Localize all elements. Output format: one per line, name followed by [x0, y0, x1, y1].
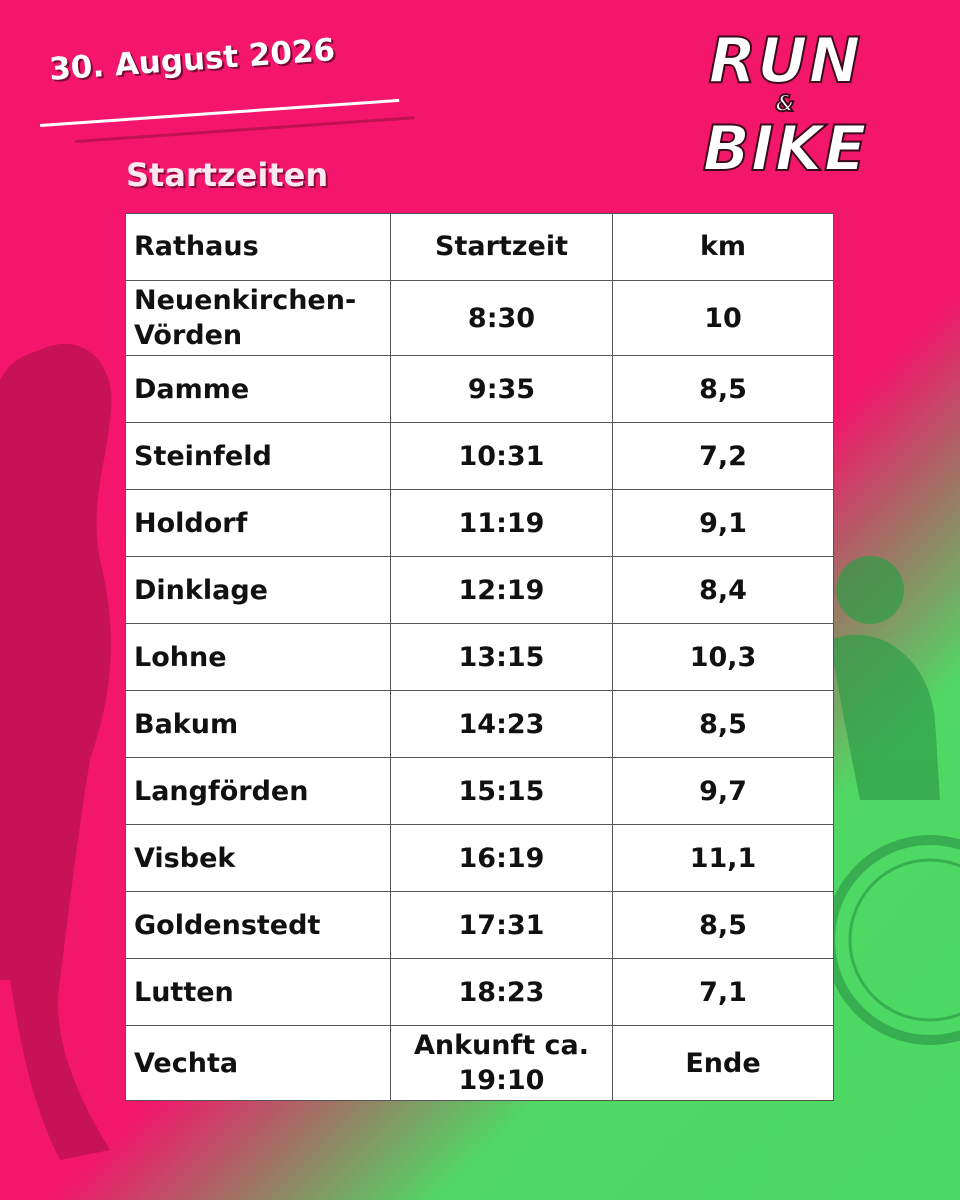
cell-text: Bakum — [134, 708, 239, 740]
table-cell: 11,1 — [612, 824, 834, 893]
table-cell: Damme — [125, 355, 391, 424]
logo: RUN & BIKE — [670, 24, 900, 185]
cell-text: 9:35 — [467, 373, 536, 405]
cell-text: 8,4 — [699, 574, 747, 606]
table-cell: 18:23 — [390, 958, 613, 1027]
cell-text: 15:15 — [458, 775, 545, 807]
cell-text: 11,1 — [689, 842, 757, 874]
table-cell: Steinfeld — [125, 422, 391, 491]
table-cell: 10 — [612, 279, 834, 357]
cell-text: Holdorf — [134, 507, 248, 539]
cell-text: Startzeit — [435, 231, 568, 263]
cell-text: Goldenstedt — [134, 909, 321, 941]
cell-text: 8,5 — [699, 708, 747, 740]
table-cell: 9:35 — [390, 355, 613, 424]
table-row: Visbek 16:19 11,1 — [125, 824, 834, 893]
table-cell: Langförden — [125, 757, 391, 826]
table-row: Lohne 13:15 10,3 — [125, 623, 834, 692]
table-cell: 9,7 — [612, 757, 834, 826]
logo-run: RUN — [708, 24, 862, 97]
cell-text: 8,5 — [699, 909, 747, 941]
table-cell: 10:31 — [390, 422, 613, 491]
table-cell: 14:23 — [390, 690, 613, 759]
header-row: Rathaus Startzeit km — [125, 213, 834, 281]
table-cell: 13:15 — [390, 623, 613, 692]
table-cell: Lohne — [125, 623, 391, 692]
table-cell: 16:19 — [390, 824, 613, 893]
table-cell: 15:15 — [390, 757, 613, 826]
cell-text: 11:19 — [458, 507, 545, 539]
table-cell: 11:19 — [390, 489, 613, 558]
table-cell: Ankunft ca. 19:10 — [390, 1025, 613, 1102]
cell-text: 10:31 — [458, 440, 545, 472]
table-cell: 8,5 — [612, 891, 834, 960]
cell-text: Dinklage — [134, 574, 268, 606]
cell-text: 16:19 — [458, 842, 545, 874]
table-cell: 7,1 — [612, 958, 834, 1027]
cell-text: 17:31 — [458, 909, 545, 941]
cell-text: 10,3 — [689, 641, 757, 673]
table-cell: Ende — [612, 1025, 834, 1102]
table-cell: Bakum — [125, 690, 391, 759]
table-cell: 9,1 — [612, 489, 834, 558]
table-cell: Lutten — [125, 958, 391, 1027]
cell-text: 13:15 — [458, 641, 545, 673]
cell-text: 18:23 — [458, 976, 545, 1008]
table-cell: 17:31 — [390, 891, 613, 960]
table-row: Langförden 15:15 9,7 — [125, 757, 834, 826]
cell-text: Damme — [134, 373, 250, 405]
table-row: Neuenkirchen-Vörden 8:30 10 — [125, 279, 834, 357]
table-cell: Neuenkirchen-Vörden — [125, 279, 391, 357]
cell-text: 8,5 — [699, 373, 747, 405]
table-cell: Holdorf — [125, 489, 391, 558]
table-cell: 8,5 — [612, 690, 834, 759]
logo-bike: BIKE — [702, 112, 868, 185]
table-cell: km — [612, 213, 834, 281]
cell-text: Langförden — [134, 775, 309, 807]
cell-text: Lohne — [134, 641, 227, 673]
table-row: Holdorf 11:19 9,1 — [125, 489, 834, 558]
table-row: Damme 9:35 8,5 — [125, 355, 834, 424]
table-cell: Vechta — [125, 1025, 391, 1102]
cell-text: Vechta — [134, 1047, 239, 1079]
cell-text: 14:23 — [458, 708, 545, 740]
cell-text: 8:30 — [467, 302, 536, 334]
table-row: Steinfeld 10:31 7,2 — [125, 422, 834, 491]
cell-text: Neuenkirchen-Vörden — [134, 285, 357, 352]
table-cell: 8:30 — [390, 279, 613, 357]
table-row: Lutten 18:23 7,1 — [125, 958, 834, 1027]
cell-text: Visbek — [134, 842, 236, 874]
table-cell: 8,5 — [612, 355, 834, 424]
subtitle: Startzeiten — [126, 156, 329, 194]
table-cell: 8,4 — [612, 556, 834, 625]
table-cell: 12:19 — [390, 556, 613, 625]
table-cell: Visbek — [125, 824, 391, 893]
table-cell: Dinklage — [125, 556, 391, 625]
table-row: Dinklage 12:19 8,4 — [125, 556, 834, 625]
cell-text: 9,1 — [699, 507, 747, 539]
table-row: Goldenstedt 17:31 8,5 — [125, 891, 834, 960]
table-cell: Goldenstedt — [125, 891, 391, 960]
cell-text: Rathaus — [134, 231, 259, 263]
table-row: Vechta Ankunft ca. 19:10 Ende — [125, 1025, 834, 1102]
cell-text: 10 — [704, 302, 742, 334]
table-cell: Startzeit — [390, 213, 613, 281]
cell-text: 12:19 — [458, 574, 545, 606]
table-cell: 10,3 — [612, 623, 834, 692]
cell-text: Steinfeld — [134, 440, 272, 472]
cell-text: km — [699, 231, 747, 263]
table-row: Bakum 14:23 8,5 — [125, 690, 834, 759]
cell-text: Ankunft ca. 19:10 — [413, 1030, 590, 1097]
cell-text: 9,7 — [699, 775, 747, 807]
cell-text: 7,2 — [699, 440, 747, 472]
cell-text: Ende — [685, 1047, 761, 1079]
table-cell: Rathaus — [125, 213, 391, 281]
schedule-table: Rathaus Startzeit km Neuenkirchen-Vörden 8:3… — [125, 213, 834, 1102]
cell-text: 7,1 — [699, 976, 747, 1008]
table-cell: 7,2 — [612, 422, 834, 491]
logo-amp: & — [774, 92, 795, 117]
cell-text: Lutten — [134, 976, 234, 1008]
